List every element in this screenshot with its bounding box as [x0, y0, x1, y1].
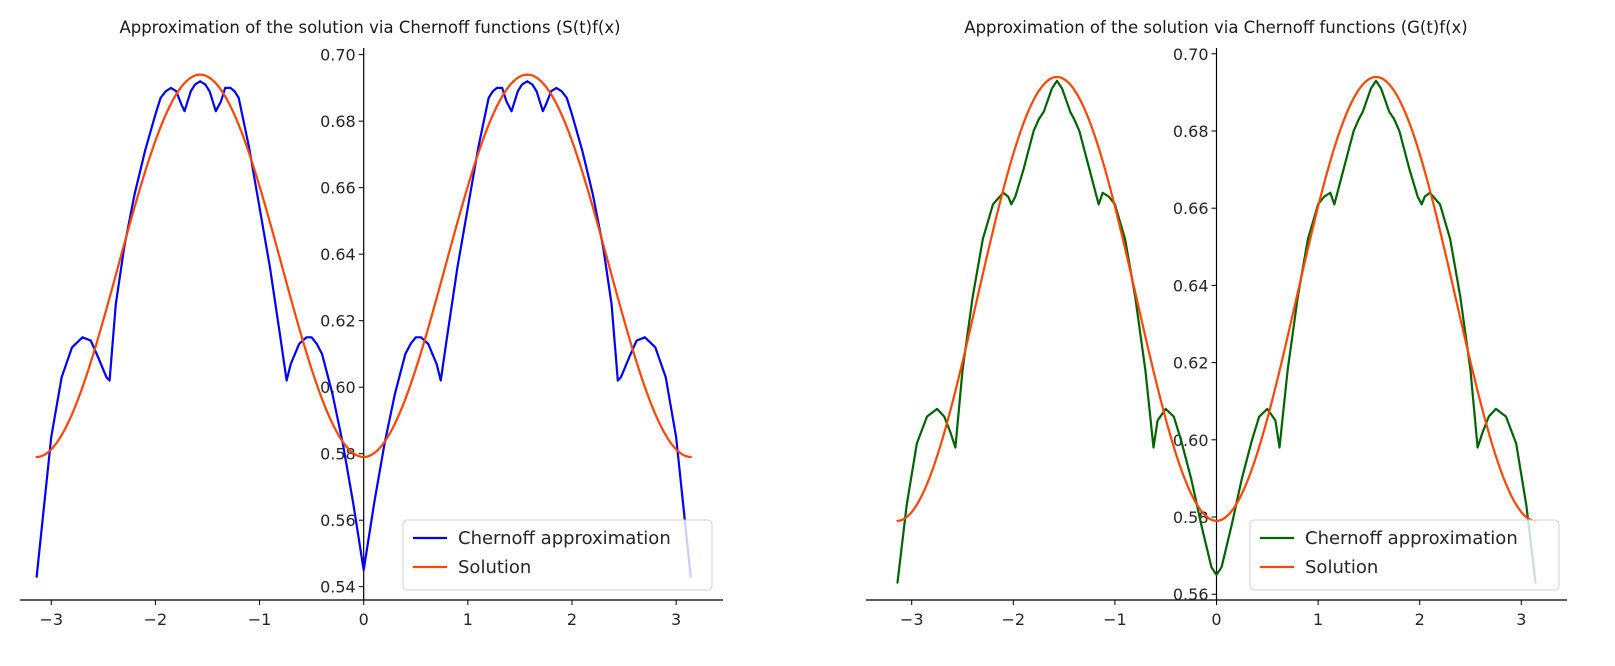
chart-panel-1: Approximation of the solution via Cherno…	[20, 18, 723, 629]
x-tick-label: −1	[248, 610, 272, 629]
y-tick-label: 0.56	[320, 511, 356, 530]
series-line-solution	[35, 73, 692, 459]
y-tick-label: 0.56	[1173, 585, 1209, 604]
x-tick-label: 2	[567, 610, 577, 629]
y-tick-label: 0.70	[320, 46, 356, 65]
y-tick-label: 0.58	[1173, 508, 1209, 527]
x-tick-label: 1	[463, 610, 473, 629]
legend-label: Chernoff approximation	[1305, 528, 1518, 549]
series-line-chernoff	[35, 80, 692, 578]
y-tick-label: 0.62	[1173, 354, 1209, 373]
x-tick-label: −2	[1002, 610, 1026, 629]
y-tick-label: 0.68	[320, 112, 356, 131]
y-tick-label: 0.66	[320, 179, 356, 198]
legend: Chernoff approximation Solution	[402, 519, 713, 591]
chart-title: Approximation of the solution via Cherno…	[119, 18, 620, 37]
x-tick-label: −2	[144, 610, 168, 629]
y-tick-label: 0.64	[320, 245, 356, 264]
legend-box	[402, 519, 713, 591]
x-tick-label: −3	[39, 610, 63, 629]
y-tick-label: 0.54	[320, 578, 356, 597]
y-tick-label: 0.68	[1173, 122, 1209, 141]
x-tick-label: −1	[1103, 610, 1127, 629]
legend: Chernoff approximation Solution	[1249, 519, 1560, 591]
legend-label: Chernoff approximation	[458, 528, 671, 549]
legend-label: Solution	[458, 557, 531, 578]
x-tick-label: 2	[1415, 610, 1425, 629]
x-tick-label: −3	[900, 610, 924, 629]
x-tick-label: 3	[671, 610, 681, 629]
y-tick-label: 0.66	[1173, 199, 1209, 218]
x-tick-label: 0	[1211, 610, 1221, 629]
y-tick-label: 0.70	[1173, 45, 1209, 64]
y-tick-label: 0.64	[1173, 276, 1209, 295]
y-tick-label: 0.62	[320, 312, 356, 331]
y-tick-label: 0.60	[320, 378, 356, 397]
y-tick-label: 0.58	[320, 445, 356, 464]
legend-label: Solution	[1305, 557, 1378, 578]
legend-box	[1249, 519, 1560, 591]
x-tick-label: 1	[1313, 610, 1323, 629]
x-tick-label: 0	[359, 610, 369, 629]
x-tick-label: 3	[1516, 610, 1526, 629]
chart-panel-2: Approximation of the solution via Cherno…	[866, 18, 1567, 629]
series-line-chernoff	[896, 79, 1537, 584]
series-line-solution	[896, 75, 1537, 522]
chart-title: Approximation of the solution via Cherno…	[964, 18, 1467, 37]
